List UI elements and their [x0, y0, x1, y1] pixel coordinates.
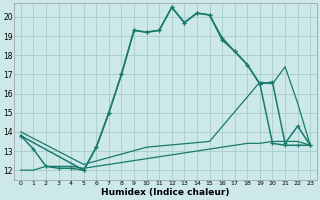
- X-axis label: Humidex (Indice chaleur): Humidex (Indice chaleur): [101, 188, 230, 197]
